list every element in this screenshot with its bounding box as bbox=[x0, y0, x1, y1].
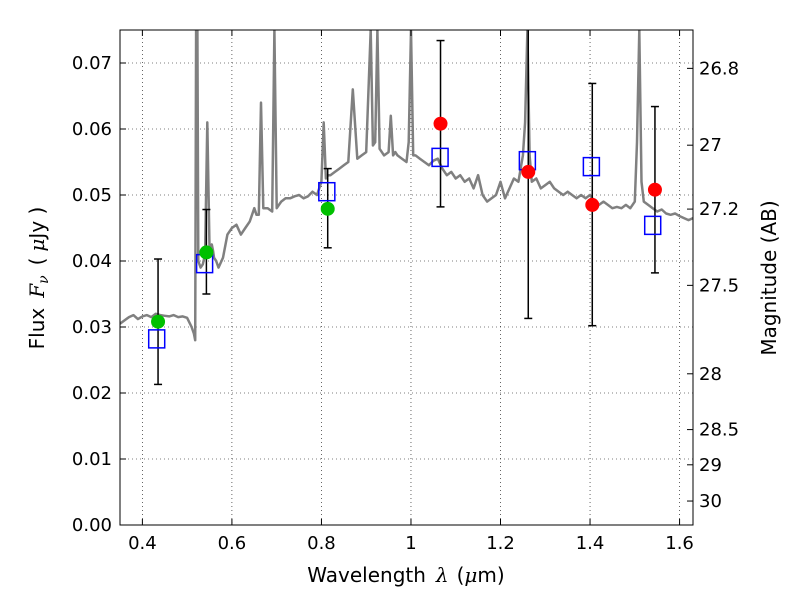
model-square-marker bbox=[582, 156, 601, 177]
ticks: 0.4 0.6 0.8 1 1.2 1.4 1.6 0.00 0.01 0.02 0.03 0.04 0… bbox=[72, 30, 739, 554]
x-tick-label: 1 bbox=[405, 533, 416, 554]
x-tick-label: 0.6 bbox=[218, 533, 247, 554]
x-axis-label-symbol: λ bbox=[435, 563, 449, 587]
y-tick-label: 0.04 bbox=[72, 251, 112, 272]
y-tick-label: 0.06 bbox=[72, 119, 112, 140]
x-axis-label-text: Wavelength bbox=[307, 563, 426, 587]
y-axis-label-symbol-sub: ν bbox=[36, 275, 52, 284]
y2-tick-label: 28 bbox=[699, 364, 722, 385]
red-data-point bbox=[433, 116, 448, 131]
x-tick-label: 1.2 bbox=[486, 533, 515, 554]
model-square-marker bbox=[318, 181, 336, 202]
y-tick-label: 0.05 bbox=[72, 185, 112, 206]
y2-tick-label: 27.5 bbox=[699, 275, 739, 296]
red-data-point bbox=[647, 182, 662, 197]
x-axis-label-unit-open: ( bbox=[457, 563, 465, 587]
y-tick-label: 0.03 bbox=[72, 317, 112, 338]
x-axis-label-unit-rest: m) bbox=[477, 563, 504, 587]
x-tick-label: 0.4 bbox=[128, 533, 157, 554]
y2-tick-label: 26.8 bbox=[699, 58, 739, 79]
x-tick-label: 0.8 bbox=[307, 533, 336, 554]
model-spectrum-line bbox=[120, 30, 693, 342]
y2-tick-label: 28.5 bbox=[699, 420, 739, 441]
y-axis-label: Flux Fν ( μJy ) bbox=[25, 207, 52, 350]
y-axis-label-symbol: F bbox=[25, 283, 49, 299]
red-data-point bbox=[585, 197, 600, 212]
y-axis-label-unit-mu: μ bbox=[25, 239, 49, 252]
green-data-point bbox=[320, 201, 335, 216]
y2-tick-label: 29 bbox=[699, 455, 722, 476]
y-tick-label: 0.07 bbox=[72, 53, 112, 74]
y-axis-label-unit-open: ( bbox=[25, 258, 49, 266]
x-tick-label: 1.4 bbox=[576, 533, 605, 554]
y-tick-label: 0.00 bbox=[72, 515, 112, 536]
model-square-marker bbox=[643, 215, 662, 236]
model-square-marker bbox=[431, 147, 449, 168]
y-tick-label: 0.01 bbox=[72, 449, 112, 470]
y-axis-label-text: Flux bbox=[25, 308, 49, 350]
x-axis-label-unit-mu: μ bbox=[464, 563, 477, 587]
y2-tick-label: 27 bbox=[699, 135, 722, 156]
y2-axis-label: Magnitude (AB) bbox=[757, 200, 781, 355]
plot-frame bbox=[119, 29, 694, 526]
green-data-point bbox=[151, 314, 166, 329]
grid bbox=[120, 30, 693, 526]
y2-tick-label: 27.2 bbox=[699, 199, 739, 220]
x-tick-label: 1.6 bbox=[665, 533, 694, 554]
red-data-point bbox=[521, 164, 536, 179]
y2-tick-label: 30 bbox=[699, 491, 722, 512]
y-axis-label-unit-rest: Jy ) bbox=[25, 207, 49, 241]
model-square-marker bbox=[147, 329, 166, 349]
plot-area bbox=[120, 30, 693, 386]
y-tick-label: 0.02 bbox=[72, 383, 112, 404]
green-data-point bbox=[199, 245, 214, 260]
x-axis-label: Wavelength λ (μm) bbox=[307, 563, 504, 587]
